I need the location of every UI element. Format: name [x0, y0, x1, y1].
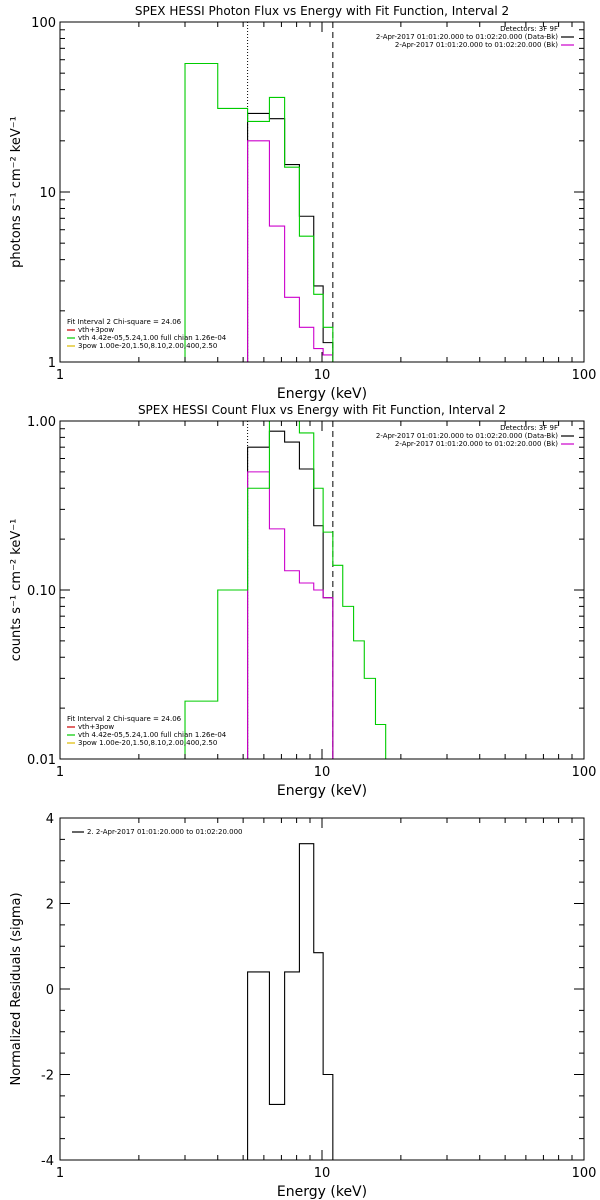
x-tick-label: 10 — [314, 368, 331, 383]
legend-entry-label: vth 4.42e-05,5.24,1.00 full chian 1.26e-… — [78, 731, 227, 739]
y-tick-label: 10 — [39, 186, 56, 201]
x-tick-label: 10 — [314, 1166, 331, 1181]
x-axis-label: Energy (keV) — [277, 386, 367, 402]
chart-panel-2: 1 10 100 0.01 0.10 1.00 SPEX HESSI Count Flux … — [9, 403, 596, 799]
legend-entry-label: vth+3pow — [78, 723, 114, 731]
legend-entry-label: vth+3pow — [78, 326, 114, 334]
legend-entry-label: 2-Apr-2017 01:01:20.000 to 01:02:20.000 … — [376, 432, 558, 440]
legend-entry-label: 2-Apr-2017 01:01:20.000 to 01:02:20.000 … — [376, 33, 558, 41]
chart-panel-3: 1 10 100 -4 -2 0 2 4 Energy (keV) Normalized Resi… — [9, 812, 596, 1200]
x-tick-label: 1 — [56, 765, 64, 780]
chart-title: SPEX HESSI Photon Flux vs Energy with Fi… — [135, 4, 509, 18]
legend-entry-label: 2. 2-Apr-2017 01:01:20.000 to 01:02:20.0… — [87, 828, 242, 836]
y-axis-label: Normalized Residuals (sigma) — [9, 892, 24, 1085]
y-tick-label: 100 — [31, 16, 56, 31]
x-tick-label: 100 — [572, 765, 597, 780]
y-tick-label: 0.01 — [27, 753, 56, 768]
y-tick-label: 0 — [46, 983, 54, 998]
x-tick-label: 100 — [572, 368, 597, 383]
y-tick-label: 4 — [46, 812, 54, 827]
y-tick-label: 0.10 — [27, 584, 56, 599]
legend-entry-label: 3pow 1.00e-20,1.50,8.10,2.00,400,2.50 — [78, 739, 217, 747]
legend-header: Fit Interval 2 Chi-square = 24.06 — [67, 715, 182, 723]
x-axis-label: Energy (keV) — [277, 1184, 367, 1200]
y-tick-label: 1 — [48, 356, 56, 371]
legend-header: Fit Interval 2 Chi-square = 24.06 — [67, 318, 182, 326]
y-axis-label: photons s⁻¹ cm⁻² keV⁻¹ — [9, 116, 24, 268]
x-tick-label: 100 — [572, 1166, 597, 1181]
legend-entry-label: vth 4.42e-05,5.24,1.00 full chian 1.26e-… — [78, 334, 227, 342]
legend-header: Detectors: 3F 9F — [500, 424, 558, 432]
y-tick-label: -4 — [41, 1154, 54, 1169]
legend-entry-label: 2-Apr-2017 01:01:20.000 to 01:02:20.000 … — [395, 440, 558, 448]
legend-entry-label: 2-Apr-2017 01:01:20.000 to 01:02:20.000 … — [395, 41, 558, 49]
data-series-group — [184, 421, 387, 759]
x-tick-label: 1 — [56, 1166, 64, 1181]
y-axis-label: counts s⁻¹ cm⁻² keV⁻¹ — [9, 519, 24, 662]
x-axis-label: Energy (keV) — [277, 783, 367, 799]
legend-header: Detectors: 3F 9F — [500, 25, 558, 33]
y-tick-label: -2 — [41, 1069, 54, 1084]
y-tick-label: 2 — [46, 898, 54, 913]
series-line-2 — [247, 140, 334, 362]
legend-entry-label: 3pow 1.00e-20,1.50,8.10,2.00,400,2.50 — [78, 342, 217, 350]
chart-title: SPEX HESSI Count Flux vs Energy with Fit… — [138, 403, 506, 417]
data-series-group — [247, 843, 334, 1160]
chart-panel-1: 1 10 100 1 10 100 SPEX HESSI Photon Flux vs En… — [9, 4, 596, 402]
data-series-group — [184, 62, 334, 362]
x-tick-label: 1 — [56, 368, 64, 383]
series-line-3 — [184, 62, 334, 362]
series-line-3 — [184, 421, 387, 759]
y-tick-label: 1.00 — [27, 415, 56, 430]
x-tick-label: 10 — [314, 765, 331, 780]
series-line-1 — [247, 843, 334, 1160]
